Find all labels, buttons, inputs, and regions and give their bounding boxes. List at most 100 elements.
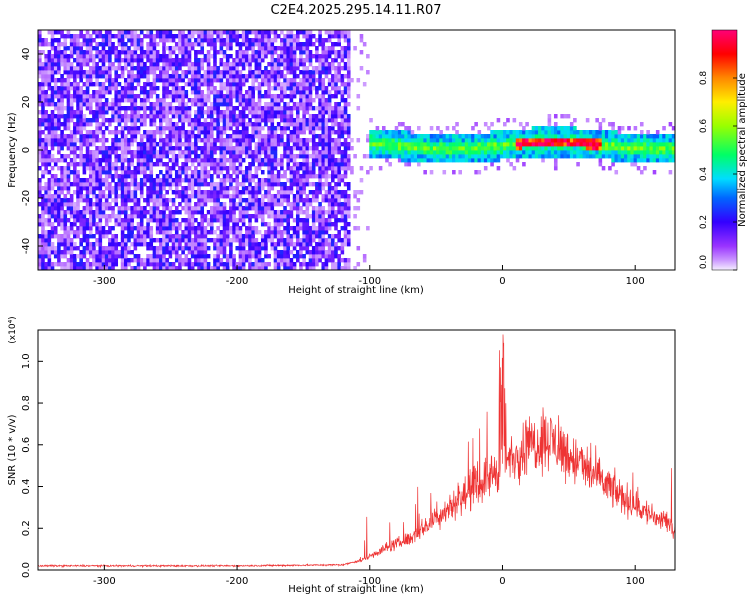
spectrogram-cell xyxy=(171,178,176,183)
spectrogram-cell xyxy=(251,38,255,43)
spectrogram-cell xyxy=(340,82,345,87)
spectrogram-cell xyxy=(149,110,154,115)
spectrogram-cell xyxy=(98,150,103,155)
spectrogram-cell xyxy=(95,94,99,99)
spectrogram-cell xyxy=(114,218,119,223)
spectrogram-cell xyxy=(82,158,87,163)
spectrogram-cell xyxy=(41,162,45,167)
spectrogram-cell xyxy=(305,230,310,235)
spectrogram-cell xyxy=(257,150,262,155)
spectrogram-cell xyxy=(302,82,306,87)
spectrogram-cell xyxy=(397,146,402,151)
spectrogram-cell xyxy=(41,102,45,107)
spectrogram-cell xyxy=(63,142,68,147)
spectrogram-cell xyxy=(104,230,109,235)
spectrogram-cell xyxy=(299,150,303,155)
spectrogram-cell xyxy=(203,142,208,147)
spectrogram-cell xyxy=(206,150,211,155)
spectrogram-cell xyxy=(286,242,291,247)
spectrogram-cell xyxy=(136,182,141,187)
spectrogram-cell xyxy=(248,98,252,103)
spectrogram-cell xyxy=(238,42,243,47)
spectrogram-cell xyxy=(136,42,141,47)
spectrogram-cell xyxy=(82,218,87,223)
spectrogram-cell xyxy=(139,74,144,79)
spectrogram-cell xyxy=(318,102,322,107)
spectrogram-cell xyxy=(321,58,326,63)
spectrogram-cell xyxy=(276,58,281,63)
spectrogram-cell xyxy=(324,58,329,63)
spectrogram-cell xyxy=(187,242,192,247)
spectrogram-cell xyxy=(73,74,77,79)
spectrogram-cell xyxy=(73,82,77,87)
spectrogram-cell xyxy=(327,50,332,55)
spectrogram-cell xyxy=(337,194,341,199)
spectrogram-cell xyxy=(235,58,240,63)
spectrogram-cell xyxy=(178,134,182,139)
spectrogram-cell xyxy=(146,34,150,39)
spectrogram-cell xyxy=(283,246,287,251)
spectrogram-cell xyxy=(146,198,150,203)
spectrogram-cell xyxy=(292,246,297,251)
spectrogram-cell xyxy=(200,230,205,235)
spectrogram-cell xyxy=(162,126,166,131)
spectrogram-cell xyxy=(219,98,224,103)
spectrogram-cell xyxy=(124,262,128,267)
spectrogram-cell xyxy=(44,78,48,83)
spectrogram-cell xyxy=(276,134,281,139)
spectrogram-cell xyxy=(219,230,224,235)
spectrogram-cell xyxy=(292,254,297,259)
spectrogram-cell xyxy=(340,118,345,123)
spectrogram-cell xyxy=(241,170,246,175)
spectrogram-cell xyxy=(95,50,99,55)
spectrogram-cell xyxy=(238,238,243,243)
spectrogram-cell xyxy=(245,234,249,239)
spectrogram-cell xyxy=(171,98,176,103)
spectrogram-cell xyxy=(130,134,134,139)
spectrogram-cell xyxy=(178,90,182,95)
spectrogram-cell xyxy=(232,118,236,123)
spectrogram-cell xyxy=(171,226,176,231)
spectrogram-cell xyxy=(139,258,144,263)
spectrogram-cell xyxy=(63,174,68,179)
spectrogram-cell xyxy=(184,226,189,231)
spectrogram-cell xyxy=(260,146,265,151)
spectrogram-cell xyxy=(238,210,243,215)
spectrogram-cell xyxy=(283,130,287,135)
spectrogram-cell xyxy=(41,94,45,99)
spectrogram-cell xyxy=(203,162,208,167)
spectrogram-cell xyxy=(311,238,316,243)
spectrogram-cell xyxy=(120,38,125,43)
spectrogram-cell xyxy=(76,50,80,55)
spectrogram-cell xyxy=(104,166,109,171)
spectrogram-cell xyxy=(108,78,112,83)
spectrogram-cell xyxy=(331,94,335,99)
spectrogram-cell xyxy=(334,146,338,151)
spectrogram-cell xyxy=(127,262,131,267)
spectrogram-cell xyxy=(143,74,147,79)
spectrogram-cell xyxy=(299,154,303,159)
spectrogram-cell xyxy=(260,158,265,163)
spectrogram-cell xyxy=(324,158,329,163)
spectrogram-cell xyxy=(254,78,259,83)
spectrogram-cell xyxy=(136,58,141,63)
spectrogram-cell xyxy=(53,182,58,187)
spectrogram-cell xyxy=(85,158,90,163)
spectrogram-cell xyxy=(200,234,205,239)
spectrogram-cell xyxy=(178,258,182,263)
spectrogram-cell xyxy=(92,258,96,263)
spectrogram-cell xyxy=(280,214,284,219)
spectrogram-cell xyxy=(264,182,268,187)
spectrogram-cell xyxy=(114,82,119,87)
spectrogram-cell xyxy=(85,82,90,87)
spectrogram-cell xyxy=(209,238,214,243)
spectrogram-cell xyxy=(321,194,326,199)
spectrogram-cell xyxy=(146,222,150,227)
spectrogram-cell xyxy=(174,42,179,47)
spectrogram-cell xyxy=(38,50,42,55)
spectrogram-cell xyxy=(308,62,313,67)
spectrogram-cell xyxy=(327,98,332,103)
spectrogram-cell xyxy=(50,90,55,95)
spectrogram-cell xyxy=(286,110,291,115)
